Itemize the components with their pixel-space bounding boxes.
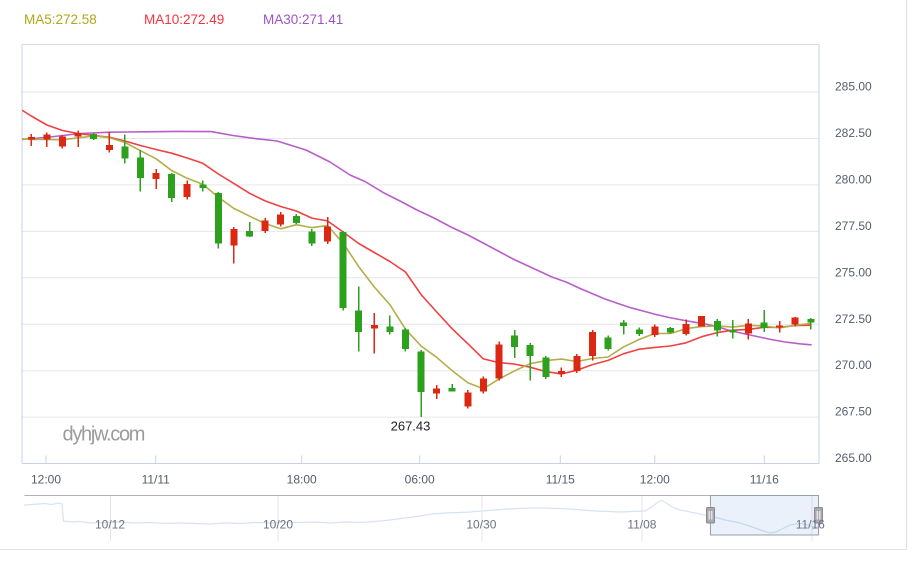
svg-text:10/12: 10/12 (95, 518, 125, 532)
svg-text:MA10:272.49: MA10:272.49 (144, 12, 224, 27)
svg-text:12:00: 12:00 (31, 473, 61, 487)
svg-text:275.00: 275.00 (835, 265, 872, 279)
svg-text:265.00: 265.00 (835, 451, 872, 465)
svg-text:282.50: 282.50 (835, 126, 872, 140)
svg-text:MA5:272.58: MA5:272.58 (24, 12, 97, 27)
svg-text:11/08: 11/08 (627, 518, 656, 532)
svg-text:285.00: 285.00 (835, 80, 872, 94)
svg-text:272.50: 272.50 (835, 312, 872, 326)
svg-text:277.50: 277.50 (835, 219, 872, 233)
svg-text:10/20: 10/20 (263, 518, 293, 532)
svg-text:11/15: 11/15 (546, 473, 575, 487)
svg-text:dyhjw.com: dyhjw.com (63, 424, 145, 446)
svg-text:11/16: 11/16 (750, 473, 779, 487)
svg-text:270.00: 270.00 (835, 358, 872, 372)
svg-text:10/30: 10/30 (466, 518, 496, 532)
svg-text:MA30:271.41: MA30:271.41 (263, 12, 343, 27)
svg-text:18:00: 18:00 (287, 473, 317, 487)
svg-text:280.00: 280.00 (835, 172, 872, 186)
svg-text:12:00: 12:00 (640, 473, 670, 487)
svg-text:11/16: 11/16 (796, 518, 825, 532)
svg-text:06:00: 06:00 (405, 473, 435, 487)
svg-text:267.50: 267.50 (835, 405, 872, 419)
svg-text:267.43: 267.43 (391, 419, 431, 434)
svg-text:11/11: 11/11 (142, 473, 171, 487)
